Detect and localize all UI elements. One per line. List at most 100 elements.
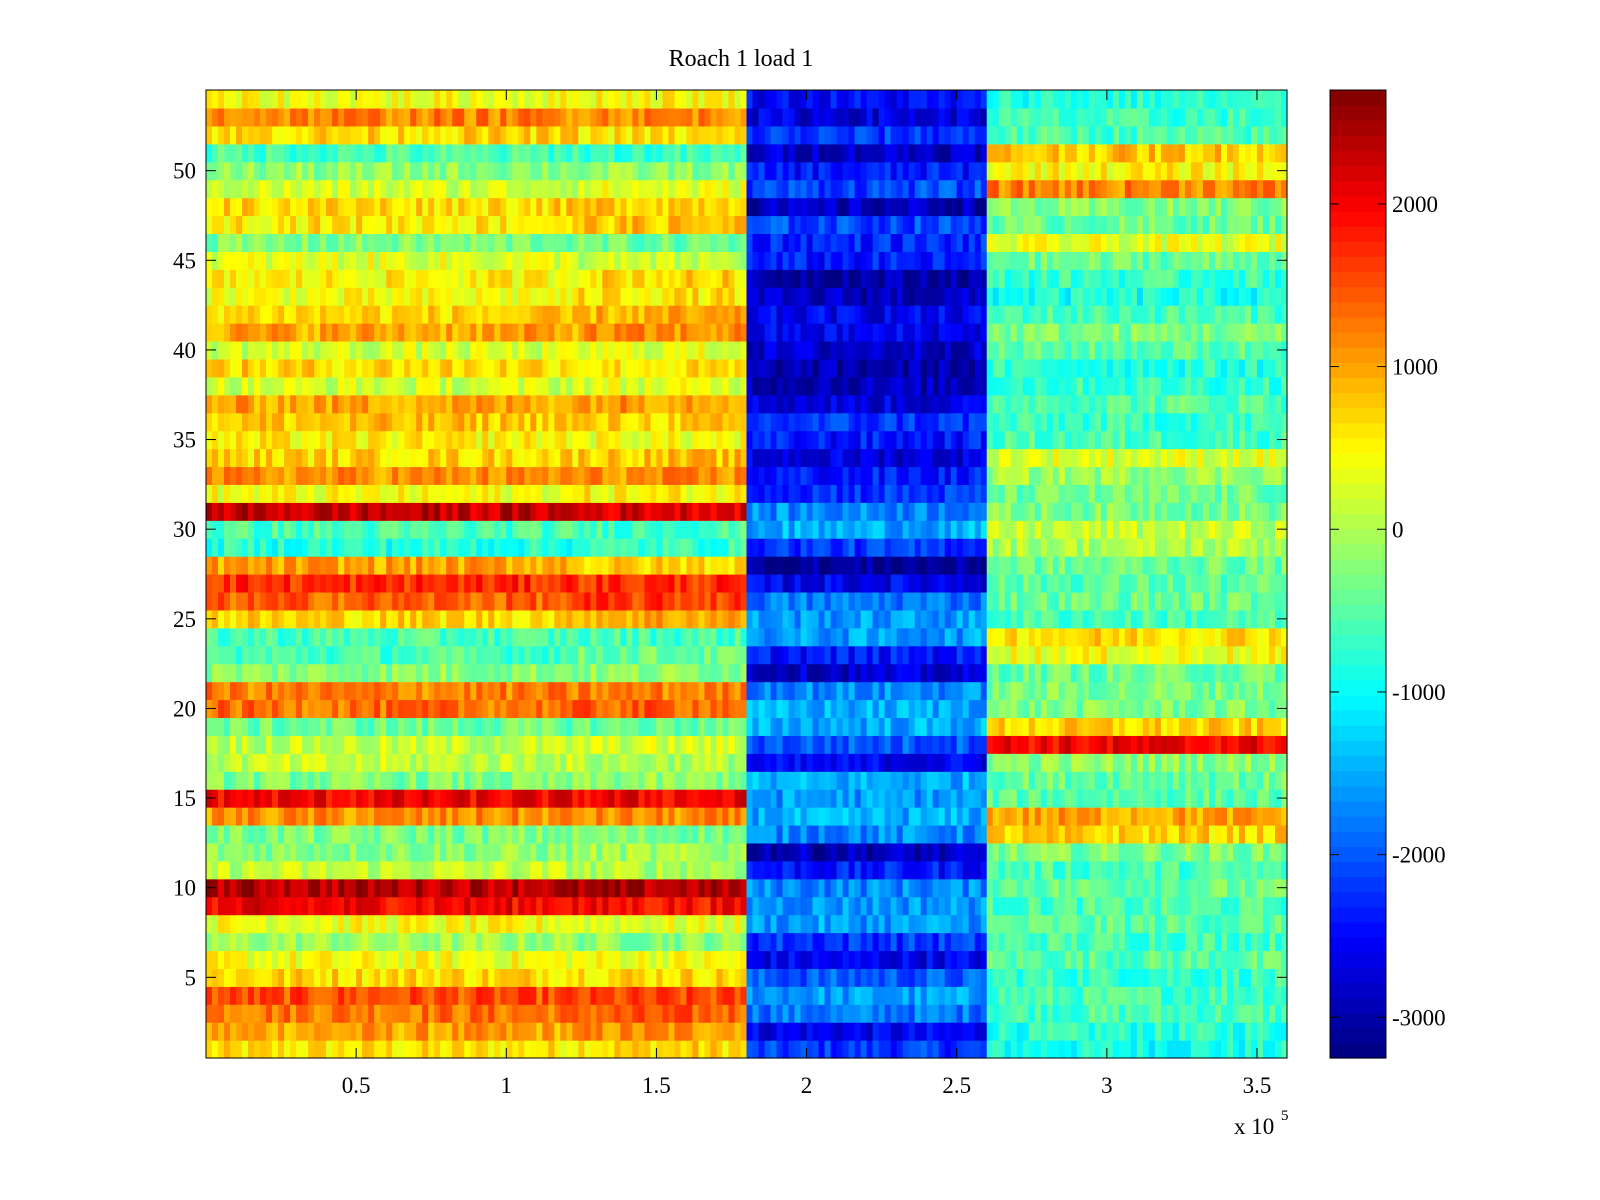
- heatmap-cell: [254, 807, 261, 826]
- heatmap-cell: [656, 753, 664, 772]
- heatmap-cell: [1034, 717, 1042, 736]
- heatmap-cell: [968, 968, 976, 987]
- heatmap-cell: [890, 968, 898, 987]
- heatmap-cell: [452, 878, 459, 898]
- heatmap-cell: [668, 1004, 676, 1023]
- heatmap-cell: [842, 609, 850, 629]
- heatmap-cell: [1262, 860, 1270, 880]
- heatmap-cell: [908, 968, 916, 987]
- heatmap-cell: [1034, 663, 1042, 683]
- heatmap-cell: [476, 1022, 483, 1041]
- heatmap-cell: [740, 914, 748, 934]
- heatmap-cell: [254, 735, 261, 754]
- heatmap-cell: [296, 1040, 303, 1059]
- heatmap-cell: [584, 627, 591, 647]
- heatmap-cell: [554, 771, 561, 790]
- heatmap-cell: [692, 914, 700, 934]
- heatmap-cell: [548, 1040, 555, 1059]
- heatmap-cell: [956, 556, 964, 575]
- heatmap-cell: [980, 950, 988, 969]
- heatmap-cell: [1142, 717, 1150, 736]
- heatmap-cell: [992, 681, 1000, 701]
- heatmap-cell: [326, 968, 333, 987]
- heatmap-cell: [260, 842, 267, 862]
- heatmap-cell: [650, 609, 658, 629]
- heatmap-cell: [902, 574, 910, 593]
- heatmap-cell: [1154, 986, 1162, 1005]
- heatmap-cell: [956, 699, 964, 719]
- heatmap-cell: [656, 681, 664, 701]
- heatmap-cell: [710, 574, 718, 593]
- heatmap-cell: [686, 789, 694, 808]
- heatmap-cell: [998, 735, 1006, 754]
- heatmap-cell: [362, 932, 369, 952]
- heatmap-cell: [680, 789, 688, 808]
- heatmap-cell: [770, 663, 778, 683]
- heatmap-cell: [800, 645, 808, 665]
- heatmap-cell: [1124, 860, 1132, 880]
- heatmap-cell: [1082, 932, 1090, 952]
- heatmap-cell: [710, 609, 718, 629]
- heatmap-cell: [350, 914, 357, 934]
- heatmap-cell: [1250, 842, 1258, 862]
- heatmap-cell: [716, 663, 724, 683]
- heatmap-cell: [1196, 1040, 1204, 1059]
- heatmap-cell: [890, 556, 898, 575]
- heatmap-cell: [1190, 968, 1198, 987]
- heatmap-cell: [1004, 842, 1012, 862]
- heatmap-cell: [446, 771, 453, 790]
- heatmap-cell: [644, 717, 652, 736]
- heatmap-cell: [410, 574, 417, 593]
- heatmap-cell: [872, 824, 880, 844]
- heatmap-cell: [956, 771, 964, 790]
- heatmap-cell: [1244, 968, 1252, 987]
- heatmap-cell: [740, 1040, 748, 1059]
- heatmap-cell: [950, 842, 958, 862]
- heatmap-cell: [674, 986, 682, 1005]
- heatmap-cell: [518, 878, 525, 898]
- heatmap-cell: [872, 1040, 880, 1059]
- heatmap-cell: [1142, 932, 1150, 952]
- heatmap-cell: [1244, 878, 1252, 898]
- heatmap-cell: [998, 645, 1006, 665]
- heatmap-cell: [236, 896, 243, 916]
- heatmap-cell: [932, 896, 940, 916]
- heatmap-cell: [1208, 591, 1216, 611]
- heatmap-cell: [284, 1040, 291, 1059]
- heatmap-cell: [854, 968, 862, 987]
- heatmap-cell: [1250, 663, 1258, 683]
- heatmap-cell: [500, 735, 507, 754]
- heatmap-cell: [1046, 609, 1054, 629]
- heatmap-cell: [494, 842, 501, 862]
- heatmap-cell: [518, 1004, 525, 1023]
- heatmap-cell: [1184, 645, 1192, 665]
- heatmap-cell: [1088, 860, 1096, 880]
- heatmap-cell: [356, 824, 363, 844]
- heatmap-cell: [296, 681, 303, 701]
- heatmap-cell: [962, 842, 970, 862]
- heatmap-cell: [1022, 986, 1030, 1005]
- heatmap-cell: [1280, 627, 1288, 647]
- heatmap-cell: [692, 968, 700, 987]
- heatmap-cell: [1052, 824, 1060, 844]
- heatmap-cell: [296, 627, 303, 647]
- heatmap-cell: [464, 699, 471, 719]
- heatmap-cell: [278, 1022, 285, 1041]
- heatmap-cell: [1028, 824, 1036, 844]
- heatmap-cell: [1076, 699, 1084, 719]
- heatmap-cell: [254, 574, 261, 593]
- heatmap-cell: [662, 735, 670, 754]
- heatmap-cell: [1022, 896, 1030, 916]
- heatmap-cell: [1256, 574, 1264, 593]
- heatmap-cell: [884, 627, 892, 647]
- heatmap-cell: [326, 1004, 333, 1023]
- heatmap-cell: [1118, 591, 1126, 611]
- heatmap-cell: [488, 789, 495, 808]
- heatmap-cell: [362, 824, 369, 844]
- heatmap-cell: [464, 627, 471, 647]
- heatmap-cell: [410, 645, 417, 665]
- heatmap-cell: [1244, 574, 1252, 593]
- heatmap-cell: [776, 789, 784, 808]
- heatmap-cell: [500, 878, 507, 898]
- heatmap-cell: [656, 824, 664, 844]
